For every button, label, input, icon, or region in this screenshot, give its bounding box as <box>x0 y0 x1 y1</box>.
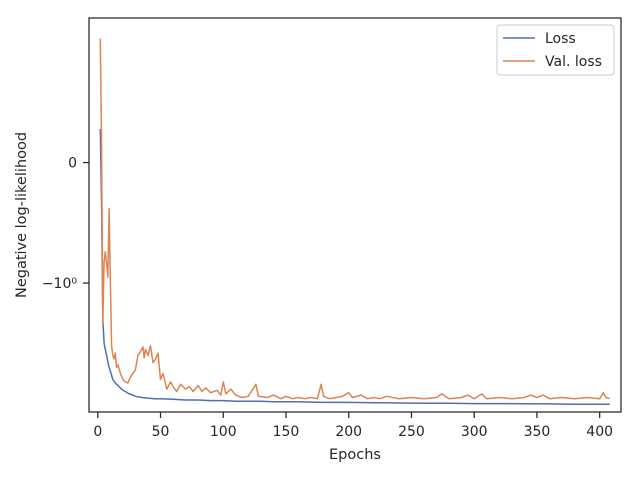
y-tick-label: −10⁰ <box>42 276 78 292</box>
legend-label-loss: Loss <box>545 31 576 47</box>
x-tick-label: 150 <box>273 424 300 440</box>
series-line-val-loss <box>99 38 610 400</box>
y-axis: 0 −10⁰ <box>42 156 89 292</box>
x-tick-label: 350 <box>524 424 551 440</box>
legend-label-val-loss: Val. loss <box>545 54 602 70</box>
legend: Loss Val. loss <box>496 24 615 76</box>
x-tick-label: 0 <box>93 424 102 440</box>
x-tick-label: 300 <box>461 424 488 440</box>
series-line-loss <box>99 128 610 405</box>
plot-frame <box>88 17 622 413</box>
y-axis-label: Negative log-likelihood <box>14 132 30 298</box>
x-tick-label: 250 <box>398 424 425 440</box>
x-tick-label: 50 <box>152 424 170 440</box>
y-tick-label: 0 <box>68 156 77 172</box>
x-tick-label: 400 <box>586 424 613 440</box>
series-layer <box>99 38 610 405</box>
x-axis: 0 50 100 150 200 250 300 350 400 <box>93 412 613 440</box>
x-tick-label: 100 <box>210 424 237 440</box>
x-axis-label: Epochs <box>329 447 381 463</box>
x-tick-label: 200 <box>335 424 362 440</box>
